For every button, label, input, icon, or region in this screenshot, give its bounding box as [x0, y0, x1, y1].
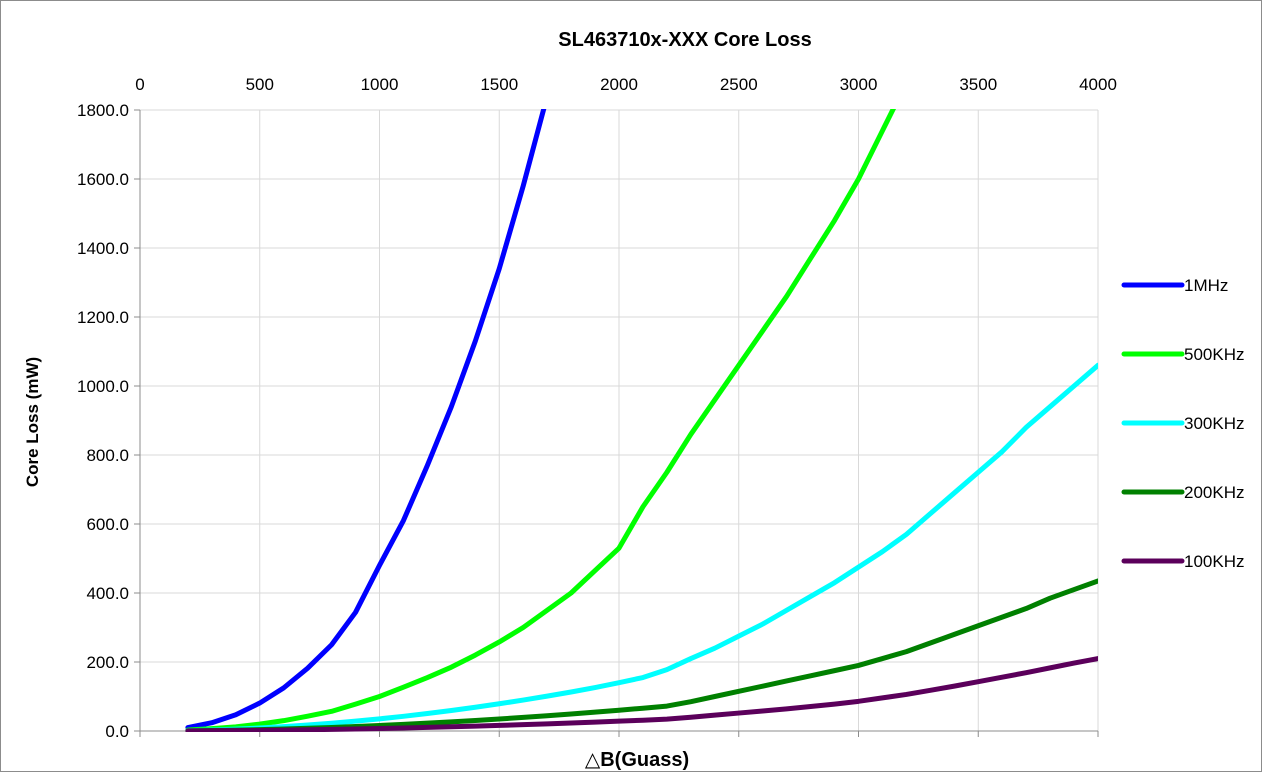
- y-tick-label: 1200.0: [77, 308, 129, 327]
- y-tick-label: 0.0: [105, 722, 129, 741]
- y-tick-label: 600.0: [86, 515, 129, 534]
- series-line-300khz: [185, 362, 1098, 732]
- series-line-100khz: [185, 656, 1098, 732]
- legend: 1MHz 500KHz 300KHz 200KHz 100KHz: [1121, 276, 1244, 571]
- y-axis-label: Core Loss (mW): [23, 357, 42, 487]
- legend-label-100khz: 100KHz: [1184, 552, 1244, 571]
- legend-label-1mhz: 1MHz: [1184, 276, 1228, 295]
- series-line-1mhz: [185, 109, 547, 731]
- x-tick-label: 3500: [959, 75, 997, 94]
- y-tick-label: 1000.0: [77, 377, 129, 396]
- y-tick-label: 800.0: [86, 446, 129, 465]
- legend-label-200khz: 200KHz: [1184, 483, 1244, 502]
- y-tick-label: 400.0: [86, 584, 129, 603]
- x-tick-label: 0: [135, 75, 144, 94]
- y-tick-label: 1400.0: [77, 239, 129, 258]
- x-tick-label: 2000: [600, 75, 638, 94]
- series-line-500khz: [185, 109, 897, 732]
- legend-label-300khz: 300KHz: [1184, 414, 1244, 433]
- x-axis-label: △B(Guass): [585, 749, 689, 771]
- y-tick-label: 1600.0: [77, 170, 129, 189]
- x-tick-label: 1500: [480, 75, 518, 94]
- x-tick-label: 2500: [720, 75, 758, 94]
- x-tick-label: 4000: [1079, 75, 1117, 94]
- grid-layer: [139, 109, 1099, 732]
- series-line-200khz: [185, 578, 1098, 732]
- y-tick-label: 1800.0: [77, 101, 129, 120]
- legend-label-500khz: 500KHz: [1184, 345, 1244, 364]
- axes-layer: 0 500 1000 1500 2000 2500 3000 3500 4000 0.0 200.0…: [77, 75, 1117, 741]
- series-layer: [185, 109, 1098, 732]
- x-tick-label: 3000: [840, 75, 878, 94]
- x-tick-label: 500: [246, 75, 274, 94]
- chart-title: SL463710x-XXX Core Loss: [558, 29, 811, 51]
- y-tick-label: 200.0: [86, 653, 129, 672]
- x-tick-label: 1000: [361, 75, 399, 94]
